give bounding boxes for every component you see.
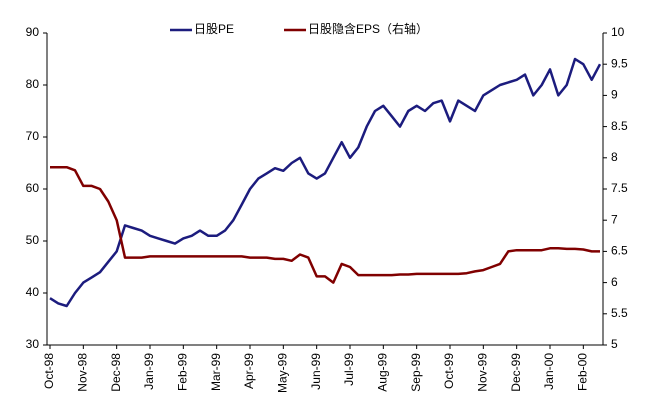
y2-tick-label: 5 [611, 337, 618, 351]
x-tick-label: Nov-99 [476, 353, 490, 392]
x-tick-label: Jan-99 [142, 353, 156, 390]
y-tick-label: 90 [26, 25, 40, 39]
y2-tick-label: 6.5 [611, 244, 628, 258]
x-tick-label: Dec-98 [109, 353, 123, 392]
x-tick-label: Aug-99 [376, 353, 390, 392]
y-tick-label: 50 [26, 233, 40, 247]
y2-tick-label: 9 [611, 88, 618, 102]
x-tick-label: May-99 [276, 353, 290, 393]
y2-tick-label: 9.5 [611, 56, 628, 70]
x-tick-label: Oct-98 [42, 353, 56, 389]
line [49, 57, 602, 308]
y-tick-label: 80 [26, 77, 40, 91]
y2-tick-label: 7 [611, 212, 618, 226]
x-tick-label: Jul-99 [342, 353, 356, 386]
y2-tick-label: 8 [611, 150, 618, 164]
x-tick-label: Dec-99 [509, 353, 523, 392]
y2-tick-label: 6 [611, 275, 618, 289]
x-tick-label: Feb-99 [176, 353, 190, 391]
y-tick-label: 40 [26, 285, 40, 299]
x-tick-label: Nov-98 [76, 353, 90, 392]
legend-label: 日股PE [194, 22, 234, 36]
x-tick-label: Sep-99 [409, 353, 423, 392]
x-tick-label: Jan-00 [542, 353, 556, 390]
y2-tick-label: 5.5 [611, 306, 628, 320]
x-tick-label: Jun-99 [309, 353, 323, 390]
y-tick-label: 60 [26, 181, 40, 195]
y-tick-label: 70 [26, 129, 40, 143]
x-tick-label: Apr-99 [242, 353, 256, 389]
y-tick-label: 30 [26, 337, 40, 351]
x-tick-label: Oct-99 [442, 353, 456, 389]
y2-tick-label: 7.5 [611, 181, 628, 195]
x-tick-label: Mar-99 [209, 353, 223, 391]
x-tick-label: Feb-00 [576, 353, 590, 391]
legend-label: 日股隐含EPS（右轴） [308, 21, 428, 36]
y2-tick-label: 10 [611, 25, 625, 39]
line [50, 165, 600, 284]
y2-tick-label: 8.5 [611, 119, 628, 133]
